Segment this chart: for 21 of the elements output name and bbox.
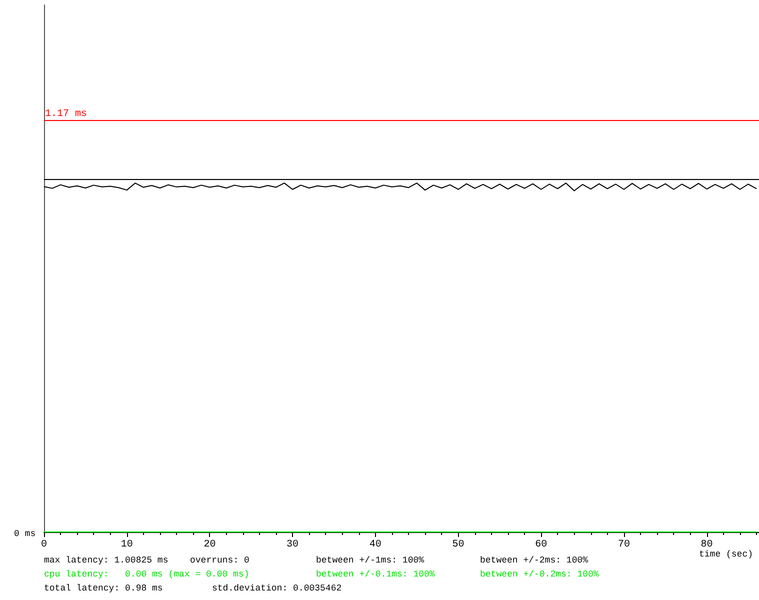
x-tick-label: 70	[618, 540, 630, 550]
x-tick-label: 20	[204, 540, 216, 550]
text: between +/-0.2ms: 100%	[480, 570, 600, 580]
text: overruns: 0	[190, 556, 250, 566]
x-tick-label: 50	[452, 540, 464, 550]
text: total latency: 0.98 ms	[44, 584, 163, 594]
x-tick-label: 60	[535, 540, 548, 550]
x-axis-title: time (sec)	[698, 550, 754, 560]
x-tick-label: 0	[40, 540, 48, 550]
x-tick-label: 40	[369, 540, 382, 550]
ref-line-label: 1.17 ms	[45, 108, 88, 120]
text: between +/-1ms: 100%	[316, 556, 425, 566]
text: cpu latency: 0.00 ms (max = 0.00 ms)	[44, 570, 250, 580]
text: between +/-2ms: 100%	[480, 556, 589, 566]
x-tick-label: 30	[286, 540, 299, 550]
text: std.deviation: 0.0035462	[212, 584, 342, 594]
text: max latency: 1.00825 ms	[44, 556, 168, 566]
x-tick-label: 10	[120, 540, 133, 550]
x-tick-label: 80	[700, 540, 713, 550]
text: 0 ms	[14, 528, 36, 539]
text: between +/-0.1ms: 100%	[316, 570, 436, 580]
